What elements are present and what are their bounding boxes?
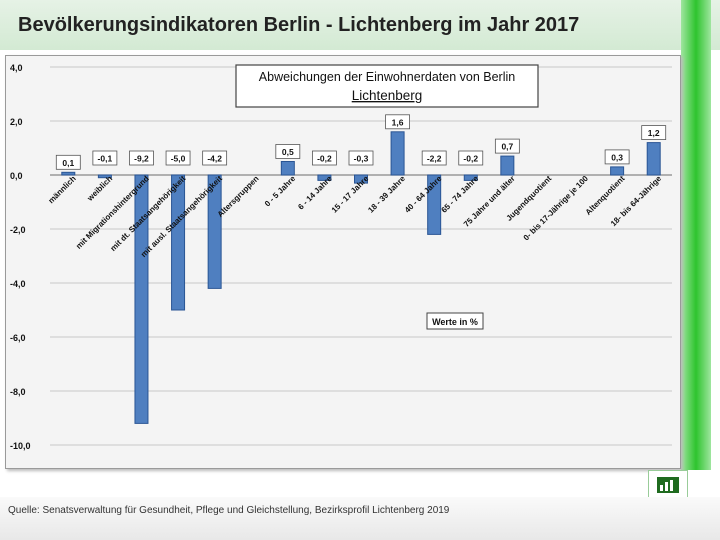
value-labels: 0,1 -0,1 -9,2 -5,0 -4,2 0,5 -0,2 -0,3 1,6 -2,2 -0,…: [55, 114, 667, 170]
page-title: Bevölkerungsindikatoren Berlin - Lichten…: [18, 14, 580, 36]
category-label: 15 - 17 Jahre: [330, 174, 371, 215]
chart-title-box: Abweichungen der Einwohnerdaten von Berl…: [235, 64, 539, 108]
value-label: -2,2: [427, 154, 442, 164]
value-label: -4,2: [207, 154, 222, 164]
value-label: 0,1: [62, 158, 74, 168]
value-label-box: [129, 150, 154, 166]
value-label-box: [494, 138, 520, 154]
y-tick-label: -8,0: [10, 387, 26, 397]
bar: [390, 131, 405, 176]
value-label-box: [165, 150, 191, 166]
bar: [97, 174, 112, 179]
value-label-box: [604, 149, 630, 165]
bar: [500, 155, 515, 176]
value-label: -0,2: [463, 154, 478, 164]
category-label: weiblich: [85, 174, 114, 203]
y-tick-label: 0,0: [10, 171, 23, 181]
bar: [207, 174, 222, 289]
footer-band: [0, 497, 720, 540]
bar: [646, 142, 661, 176]
value-label: -0,2: [317, 154, 332, 164]
bar: [427, 174, 442, 235]
bar: [463, 174, 478, 181]
category-label: männlich: [47, 174, 78, 205]
y-tick-label: -10,0: [10, 441, 31, 451]
chart-panel: 4,0 2,0 0,0 -2,0 -4,0 -6,0 -8,0 -10,0 0,1 -0,1 -9…: [5, 55, 681, 469]
value-label: -9,2: [134, 154, 149, 164]
header-band: [0, 0, 720, 50]
bar: [610, 166, 625, 176]
bar: [317, 174, 332, 181]
y-tick-label: -6,0: [10, 333, 26, 343]
units-label-box: Werte in %: [426, 312, 484, 330]
category-label: 65 - 74 Jahre: [440, 174, 481, 215]
value-label-box: [458, 150, 484, 166]
chart-title: Abweichungen der Einwohnerdaten von Berl…: [259, 70, 515, 84]
value-label-box: [55, 154, 81, 170]
category-label: 0- bis 17-Jährige je 100: [522, 174, 591, 243]
value-label-box: [348, 150, 374, 166]
bar-chart: 4,0 2,0 0,0 -2,0 -4,0 -6,0 -8,0 -10,0 0,1 -0,1 -9…: [10, 63, 672, 451]
value-label-box: [385, 114, 410, 130]
bar: [171, 174, 186, 311]
value-label: -5,0: [171, 154, 186, 164]
value-label-box: [275, 144, 301, 159]
bar: [134, 174, 149, 424]
category-label: 0 - 5 Jahre: [263, 174, 298, 209]
value-label-box: [92, 150, 118, 166]
value-label-box: [312, 150, 337, 166]
value-label-box: [202, 150, 228, 166]
value-label: 0,7: [501, 142, 513, 152]
category-label: 18 - 39 Jahre: [366, 174, 407, 215]
value-label: -0,1: [98, 154, 113, 164]
y-tick-label: 2,0: [10, 117, 23, 127]
y-axis-ticks: 4,0 2,0 0,0 -2,0 -4,0 -6,0 -8,0 -10,0: [10, 63, 31, 451]
bars: [61, 131, 661, 424]
bar: [280, 161, 295, 176]
value-label: 0,5: [282, 147, 294, 157]
y-tick-label: 4,0: [10, 63, 23, 73]
value-label: 0,3: [611, 152, 623, 162]
value-label: 1,2: [648, 128, 660, 138]
value-label: 1,6: [392, 117, 404, 127]
value-label-box: [641, 125, 667, 140]
chart-subtitle: Lichtenberg: [352, 88, 423, 103]
value-label: -0,3: [354, 154, 369, 164]
source-note: Quelle: Senatsverwaltung für Gesundheit,…: [8, 505, 450, 516]
y-tick-label: -2,0: [10, 225, 26, 235]
value-label-box: [421, 150, 447, 166]
green-accent-bar: [681, 0, 711, 470]
bar: [61, 171, 76, 176]
units-label: Werte in %: [432, 317, 478, 327]
bar: [354, 174, 368, 184]
category-label: 6 - 14 Jahre: [296, 174, 334, 212]
y-tick-label: -4,0: [10, 279, 26, 289]
